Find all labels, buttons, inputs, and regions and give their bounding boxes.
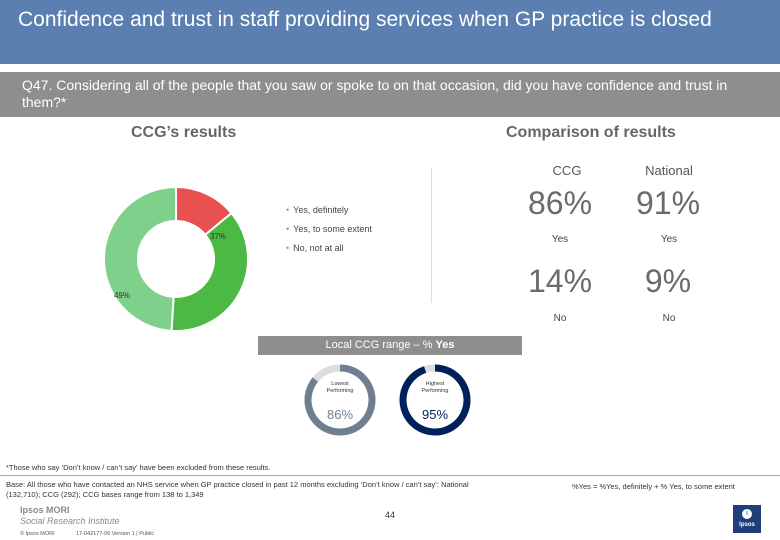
donut-chart: 14%37%49% xyxy=(103,185,249,332)
highest-performing-gauge xyxy=(399,364,471,436)
range-title-prefix: Local CCG range – % xyxy=(325,339,436,351)
ipsos-badge-logo: i Ipsos xyxy=(733,505,761,533)
badge-line1: i xyxy=(742,509,752,519)
highest-gauge-fill xyxy=(399,364,471,436)
yes-definition: %Yes = %Yes, definitely + % Yes, to some… xyxy=(572,482,735,491)
highest-performing-label: Highest Performing xyxy=(421,381,449,394)
no-ccg-label: No xyxy=(553,313,567,324)
yes-ccg-label: Yes xyxy=(551,234,569,245)
legend-item-no: • No, not at all xyxy=(286,243,344,253)
slice-yes-some-extent xyxy=(170,211,249,332)
copyright: © Ipsos MORI xyxy=(20,531,55,537)
question-bar: Q47. Considering all of the people that … xyxy=(0,72,780,117)
slice-yes-definitely xyxy=(103,185,177,332)
no-ccg-value: 14% xyxy=(527,263,593,299)
page-number: 44 xyxy=(384,510,395,520)
ccg-results-heading: CCG’s results xyxy=(131,124,237,141)
lowest-performing-value: 86% xyxy=(326,407,354,422)
job-number: 17-042177-06 Version 1 | Public xyxy=(76,531,155,537)
no-national-label: No xyxy=(662,313,676,324)
legend-item-yes-definitely: • Yes, definitely xyxy=(286,205,349,215)
page-title: Confidence and trust in staff providing … xyxy=(18,8,712,31)
yes-ccg-value: 86% xyxy=(527,185,593,221)
footnote: *Those who say ‘Don’t know / can’t say’ … xyxy=(6,463,271,472)
slice-yes-definitely-data-label: 49% xyxy=(114,291,130,300)
divider-line xyxy=(431,168,432,303)
logo-line2: Social Research Institute xyxy=(20,516,120,526)
comparison-heading: Comparison of results xyxy=(506,124,676,141)
ccg-range-bar: Local CCG range – % Yes xyxy=(258,336,522,355)
lowest-performing-label: Lowest Performing xyxy=(326,381,354,394)
lowest-performing-gauge xyxy=(304,364,376,436)
slice-yes-some-extent-data-label: 37% xyxy=(210,232,226,241)
legend-item-yes-some-extent: • Yes, to some extent xyxy=(286,224,372,234)
range-title-bold: Yes xyxy=(435,339,455,351)
no-national-value: 9% xyxy=(644,263,692,299)
ccg-range-title: Local CCG range – % Yes xyxy=(258,339,522,351)
col-header-national: National xyxy=(645,163,693,178)
footer-divider xyxy=(0,475,780,476)
base-note: Base: All those who have contacted an NH… xyxy=(6,480,469,499)
legend-label: Yes, definitely xyxy=(293,205,349,215)
highest-performing-value: 95% xyxy=(421,407,449,422)
logo-line1: Ipsos MORI xyxy=(20,505,70,515)
question-text: Q47. Considering all of the people that … xyxy=(22,77,728,110)
legend-label: No, not at all xyxy=(293,243,344,253)
ipsos-mori-logo: Ipsos MORI Social Research Institute xyxy=(20,505,120,527)
badge-line2: Ipsos xyxy=(739,522,755,528)
title-bar: Confidence and trust in staff providing … xyxy=(0,0,780,64)
col-header-ccg: CCG xyxy=(552,163,582,178)
legend-label: Yes, to some extent xyxy=(293,224,372,234)
yes-national-value: 91% xyxy=(635,185,701,221)
yes-national-label: Yes xyxy=(660,234,678,245)
lowest-gauge-fill xyxy=(304,364,376,436)
